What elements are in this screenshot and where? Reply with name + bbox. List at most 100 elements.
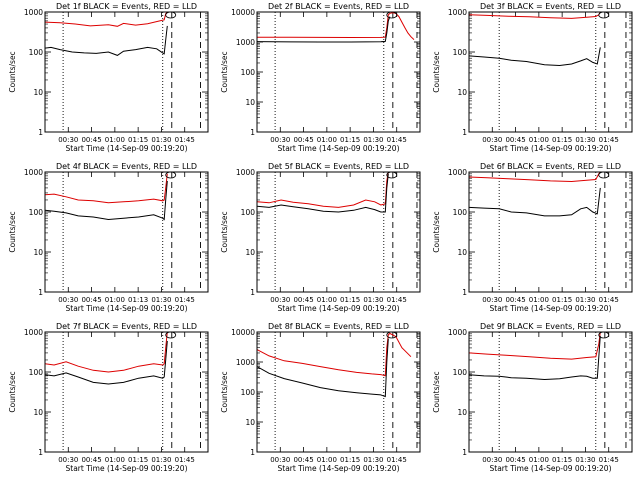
y-tick-label: 100: [453, 48, 468, 57]
chart-title: Det 7f BLACK = Events, RED = LLD: [56, 322, 197, 331]
x-axis-label: Start Time (14-Sep-09 00:19:20): [66, 464, 188, 473]
y-tick-label: 1000: [448, 168, 467, 177]
saturation-marker: [599, 172, 609, 178]
x-tick-label: 01:00: [529, 136, 549, 144]
x-tick-label: 01:30: [575, 136, 595, 144]
plot-area: [45, 172, 200, 292]
x-tick-label: 00:45: [505, 136, 525, 144]
saturation-marker: [599, 12, 609, 18]
chart-title: Det 3f BLACK = Events, RED = LLD: [480, 2, 621, 11]
x-tick-label: 00:30: [270, 136, 290, 144]
y-axis-label: Counts/sec: [8, 371, 17, 412]
y-tick-label: 100: [241, 388, 256, 397]
y-tick-label: 100: [29, 208, 44, 217]
x-tick-label: 01:45: [387, 136, 407, 144]
y-axis-label: Counts/sec: [8, 51, 17, 92]
chart-panel: Det 3f BLACK = Events, RED = LLD 1 10 100 10…: [432, 2, 632, 153]
y-axis-label: Counts/sec: [8, 211, 17, 252]
y-tick-label: 1: [462, 288, 467, 297]
x-tick-label: 01:00: [317, 136, 337, 144]
y-axis-label: Counts/sec: [220, 371, 229, 412]
y-tick-label: 1000: [448, 328, 467, 337]
y-axis-label: Counts/sec: [220, 51, 229, 92]
x-tick-label: 01:30: [151, 136, 171, 144]
x-tick-label: 01:45: [175, 296, 195, 304]
chart-panel: Det 1f BLACK = Events, RED = LLD 1 10 100 10…: [8, 2, 208, 153]
events-series-line: [469, 188, 600, 216]
plot-area: [469, 332, 626, 452]
x-tick-label: 00:30: [58, 456, 78, 464]
chart-title: Det 8f BLACK = Events, RED = LLD: [268, 322, 409, 331]
x-tick-label: 01:13: [128, 296, 148, 304]
plot-frame: [257, 12, 420, 132]
x-axis-label: Start Time (14-Sep-09 00:19:20): [278, 464, 400, 473]
x-tick-label: 00:45: [505, 296, 525, 304]
y-tick-label: 10000: [231, 8, 255, 17]
chart-title: Det 1f BLACK = Events, RED = LLD: [56, 2, 197, 11]
chart-panel: Det 6f BLACK = Events, RED = LLD11010010…: [432, 162, 632, 313]
y-tick-label: 100: [453, 368, 468, 377]
y-tick-label: 10: [245, 248, 255, 257]
events-series-line: [257, 339, 388, 397]
lld-series-line: [469, 12, 605, 18]
y-tick-label: 10: [457, 408, 467, 417]
detector-plot-grid: Det 1f BLACK = Events, RED = LLD11010010…: [0, 0, 640, 480]
y-axis-label: Counts/sec: [432, 51, 441, 92]
events-series-line: [257, 17, 390, 42]
y-tick-label: 100: [241, 208, 256, 217]
y-tick-label: 1000: [236, 38, 255, 47]
y-tick-label: 1: [462, 128, 467, 137]
x-axis-label: Start Time (14-Sep-09 00:19:20): [278, 144, 400, 153]
x-tick-label: 01:00: [105, 136, 125, 144]
x-tick-label: 01:45: [387, 296, 407, 304]
x-axis-label: Start Time (14-Sep-09 00:19:20): [278, 304, 400, 313]
x-tick-label: 00:45: [293, 296, 313, 304]
x-axis-label: Start Time (14-Sep-09 00:19:20): [490, 464, 612, 473]
plot-frame: [469, 12, 632, 132]
x-axis-label: Start Time (14-Sep-09 00:19:20): [66, 304, 188, 313]
x-tick-label: 01:30: [363, 296, 383, 304]
chart-title: Det 6f BLACK = Events, RED = LLD: [480, 162, 621, 171]
y-tick-label: 10: [457, 88, 467, 97]
x-tick-label: 01:15: [128, 456, 148, 464]
chart-title: Det 5f BLACK = Events, RED = LLD: [268, 162, 409, 171]
y-tick-label: 1000: [24, 8, 43, 17]
x-tick-label: 01:15: [552, 456, 572, 464]
x-tick-label: 01:15: [552, 136, 572, 144]
x-axis-label: Start Time (14-Sep-09 00:19:20): [490, 304, 612, 313]
plot-frame: [45, 12, 208, 132]
x-tick-label: 00:30: [58, 296, 78, 304]
y-tick-label: 1000: [448, 8, 467, 17]
x-tick-label: 00:30: [270, 456, 290, 464]
x-tick-label: 01:00: [105, 456, 125, 464]
plot-frame: [469, 332, 632, 452]
y-tick-label: 1: [250, 128, 255, 137]
x-tick-label: 00:45: [505, 456, 525, 464]
chart-title: Det 2f BLACK = Events, RED = LLD: [268, 2, 409, 11]
x-tick-label: 01:30: [151, 296, 171, 304]
plot-area: [45, 12, 200, 132]
plot-frame: [45, 332, 208, 452]
x-tick-label: 00:30: [482, 296, 502, 304]
lld-series-line: [469, 172, 605, 182]
x-tick-label: 01:30: [363, 456, 383, 464]
x-tick-label: 01:00: [317, 296, 337, 304]
x-tick-label: 01:30: [575, 296, 595, 304]
x-tick-label: 00:45: [293, 136, 313, 144]
x-tick-label: 01:30: [151, 456, 171, 464]
plot-area: [45, 332, 200, 452]
plot-frame: [257, 332, 420, 452]
x-tick-label: 01:30: [363, 136, 383, 144]
x-tick-label: 01:30: [575, 456, 595, 464]
y-axis-label: Counts/sec: [432, 371, 441, 412]
saturation-marker: [166, 12, 176, 18]
plot-area: [257, 172, 417, 292]
x-tick-label: 01:15: [128, 136, 148, 144]
plot-area: [469, 172, 626, 292]
x-tick-label: 00:45: [81, 296, 101, 304]
x-tick-label: 01:00: [105, 296, 125, 304]
lld-series-line: [257, 172, 388, 207]
x-tick-label: 00:45: [81, 456, 101, 464]
y-tick-label: 1: [250, 448, 255, 457]
x-tick-label: 01:45: [599, 136, 619, 144]
